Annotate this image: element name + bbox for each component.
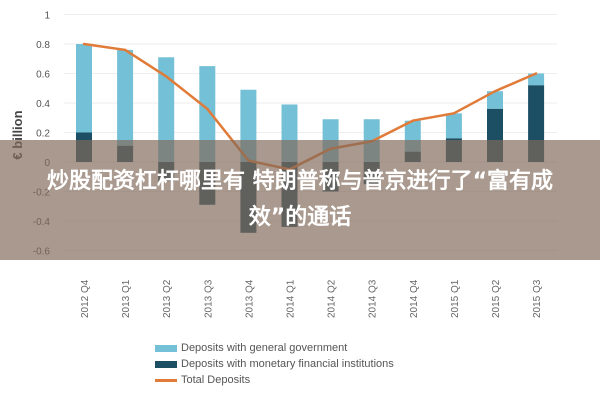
legend-swatch-total — [155, 378, 177, 382]
point-total-deposits — [123, 48, 127, 52]
y-tick-label: 0.4 — [36, 99, 50, 110]
x-tick-label: 2015 Q1 — [450, 279, 461, 318]
y-tick-label: 0.8 — [36, 40, 50, 51]
legend-swatch-gov — [155, 344, 177, 352]
x-tick-label: 2012 Q4 — [80, 279, 91, 318]
legend-swatch-mfi — [155, 360, 177, 368]
x-tick-label: 2014 Q2 — [327, 279, 338, 318]
headline-text: 炒股配资杠杆哪里有 特朗普称与普京进行了“富有成效”的通话 — [46, 169, 554, 230]
legend-item-gov: Deposits with general government — [155, 340, 394, 356]
legend-label-mfi: Deposits with monetary financial institu… — [181, 358, 394, 370]
point-total-deposits — [452, 112, 456, 115]
bar-gov — [117, 49, 134, 146]
point-total-deposits — [411, 119, 414, 122]
y-tick-label: 0.6 — [36, 70, 50, 81]
point-total-deposits — [534, 72, 538, 75]
x-tick-label: 2014 Q1 — [286, 279, 297, 318]
point-total-deposits — [165, 75, 168, 78]
x-tick-label: 2014 Q4 — [409, 279, 420, 318]
bar-gov — [487, 91, 503, 109]
legend: Deposits with general government Deposit… — [155, 340, 394, 388]
point-total-deposits — [206, 107, 209, 111]
point-total-deposits — [493, 90, 497, 93]
x-tick-label: 2013 Q1 — [121, 279, 132, 318]
bar-gov — [76, 44, 92, 133]
x-tick-label: 2013 Q4 — [244, 279, 255, 318]
bar-gov — [199, 66, 216, 162]
x-tick-label: 2014 Q3 — [368, 279, 379, 318]
legend-label-total: Total Deposits — [181, 374, 251, 386]
bar-gov — [445, 113, 462, 139]
bar-gov — [158, 57, 175, 162]
x-tick-label: 2013 Q3 — [203, 279, 214, 318]
x-tick-label: 2013 Q2 — [162, 279, 173, 318]
x-tick-label: 2015 Q3 — [532, 279, 543, 318]
legend-label-gov: Deposits with general government — [181, 342, 348, 354]
point-total-deposits — [82, 42, 86, 46]
headline-overlay: 炒股配资杠杆哪里有 特朗普称与普京进行了“富有成效”的通话 — [0, 140, 600, 260]
x-tick-label: 2015 Q2 — [491, 279, 502, 318]
legend-item-mfi: Deposits with monetary financial institu… — [155, 356, 394, 372]
legend-item-total: Total Deposits — [155, 372, 394, 388]
bar-gov — [528, 73, 545, 86]
y-tick-label: 1 — [44, 11, 50, 22]
y-tick-label: 0.2 — [36, 129, 50, 140]
